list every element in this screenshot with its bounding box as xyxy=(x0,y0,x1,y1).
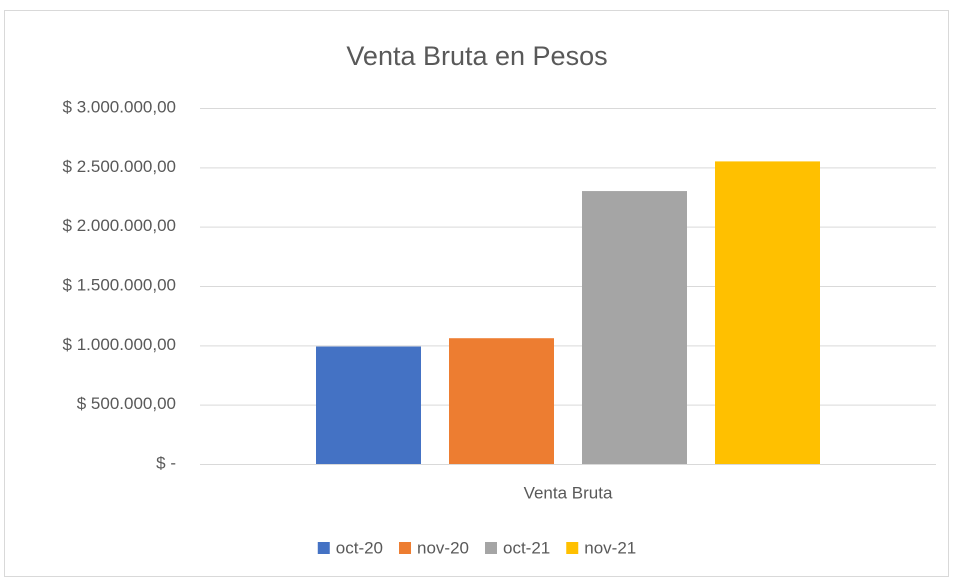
y-tick-label: $ 3.000.000,00 xyxy=(63,97,176,116)
bar xyxy=(316,346,421,464)
y-tick-label: $ - xyxy=(156,453,176,472)
legend-label: nov-20 xyxy=(417,538,469,557)
bar xyxy=(449,338,554,464)
y-tick-label: $ 1.500.000,00 xyxy=(63,275,176,294)
legend-swatch xyxy=(566,542,579,554)
bar xyxy=(582,191,687,465)
y-tick-label: $ 1.000.000,00 xyxy=(63,335,176,354)
chart-title: Venta Bruta en Pesos xyxy=(346,41,607,71)
legend-label: oct-21 xyxy=(503,538,550,557)
legend-swatch xyxy=(317,542,330,554)
legend-label: nov-21 xyxy=(584,538,636,557)
y-tick-label: $ 2.000.000,00 xyxy=(63,216,176,235)
legend-label: oct-20 xyxy=(336,538,383,557)
y-tick-label: $ 2.500.000,00 xyxy=(63,157,176,176)
y-tick-label: $ 500.000,00 xyxy=(77,394,176,413)
x-tick-label: Venta Bruta xyxy=(524,483,613,502)
legend-swatch xyxy=(485,542,497,554)
legend-swatch xyxy=(399,542,412,554)
bar xyxy=(715,161,820,464)
